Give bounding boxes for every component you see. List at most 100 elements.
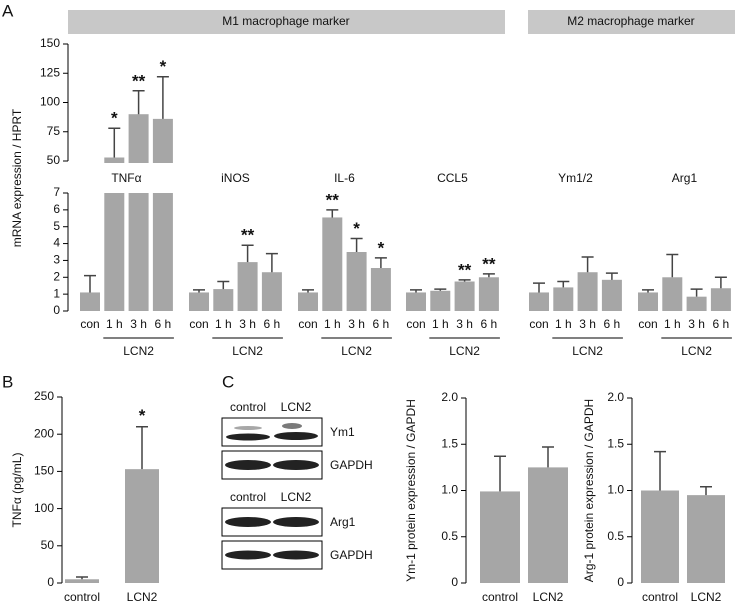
- bar: [213, 289, 234, 311]
- y-tick-label: 75: [47, 124, 61, 138]
- y-tick-label: 125: [40, 65, 60, 79]
- x-tick-label: LCN2: [691, 590, 722, 603]
- error-bar: [84, 274, 96, 293]
- y-axis-label: TNFα (pg/mL): [10, 453, 24, 528]
- x-tick-label: 6 h: [604, 317, 621, 331]
- x-tick-label: 6 h: [481, 317, 498, 331]
- x-tick-label: 3 h: [579, 317, 596, 331]
- x-tick-label: con: [638, 317, 657, 331]
- bar: [406, 292, 426, 311]
- x-tick-label: 1 h: [432, 317, 449, 331]
- error-bar: [193, 289, 205, 293]
- significance: *: [378, 238, 385, 257]
- bracket-label: LCN2: [341, 344, 372, 358]
- x-tick-label: con: [406, 317, 425, 331]
- x-tick-label: 6 h: [155, 317, 172, 331]
- bar: [298, 292, 318, 311]
- bar: [601, 279, 622, 311]
- x-tick-label: 3 h: [239, 317, 256, 331]
- header-bar: [68, 10, 505, 34]
- x-tick-label: con: [529, 317, 548, 331]
- y-tick-label: 250: [34, 389, 54, 403]
- bracket-label: LCN2: [681, 344, 712, 358]
- bar: [478, 277, 499, 311]
- y-tick-label: 2.0: [441, 390, 458, 404]
- y-tick-label: 100: [40, 95, 60, 109]
- y-tick-label: 0: [617, 575, 624, 589]
- y-tick-label: 150: [40, 36, 60, 50]
- error-bar: [700, 486, 712, 496]
- x-tick-label: 3 h: [688, 317, 705, 331]
- bar: [322, 217, 343, 311]
- x-tick-label: control: [642, 590, 678, 603]
- bar: [104, 193, 125, 311]
- significance: **: [482, 254, 496, 273]
- bar: [80, 292, 100, 311]
- x-tick-label: 1 h: [555, 317, 572, 331]
- panel-label: C: [222, 372, 234, 391]
- bar: [454, 281, 475, 311]
- x-tick-label: 3 h: [130, 317, 147, 331]
- bar: [710, 288, 731, 311]
- error-bar: [533, 282, 545, 293]
- bar: [237, 262, 258, 311]
- blot-row: Ym1: [330, 425, 355, 439]
- bar: [529, 292, 549, 311]
- bar: [662, 277, 683, 311]
- error-bar: [557, 280, 570, 288]
- blot-column: LCN2: [281, 490, 312, 504]
- y-axis-label: Ym-1 protein expression / GAPDH: [404, 399, 418, 582]
- significance: *: [139, 406, 146, 425]
- x-tick-label: control: [482, 590, 518, 603]
- y-tick-label: 2: [53, 269, 60, 283]
- error-bar: [642, 289, 654, 293]
- error-bar: [132, 90, 145, 115]
- x-tick-label: 1 h: [106, 317, 123, 331]
- bracket-label: LCN2: [572, 344, 603, 358]
- bracket-label: LCN2: [449, 344, 480, 358]
- y-tick-label: 200: [34, 426, 54, 440]
- error-bar: [374, 257, 387, 269]
- y-tick-label: 6: [53, 202, 60, 216]
- bar: [152, 118, 173, 163]
- group-label: Arg1: [672, 171, 698, 185]
- error-bar: [241, 244, 254, 263]
- x-tick-label: 6 h: [713, 317, 730, 331]
- x-tick-label: 1 h: [324, 317, 341, 331]
- error-bar: [217, 280, 230, 290]
- y-tick-label: 100: [34, 501, 54, 515]
- error-bar: [410, 289, 422, 293]
- y-tick-label: 1.0: [441, 483, 458, 497]
- group-label: iNOS: [221, 171, 250, 185]
- y-axis-label: mRNA expression / HPRT: [10, 108, 24, 247]
- y-axis-label: Arg-1 protein expression / GAPDH: [582, 399, 596, 582]
- y-tick-label: 5: [53, 219, 60, 233]
- y-tick-label: 0: [451, 575, 458, 589]
- y-tick-label: 2.0: [607, 390, 624, 404]
- bar: [104, 157, 125, 163]
- bar: [346, 252, 367, 311]
- blot-row: GAPDH: [330, 458, 373, 472]
- y-tick-label: 4: [53, 236, 60, 250]
- significance: *: [111, 109, 118, 128]
- y-tick-label: 1.5: [607, 436, 624, 450]
- significance: *: [353, 219, 360, 238]
- bar: [128, 114, 149, 163]
- error-bar: [542, 446, 554, 468]
- bar: [125, 469, 159, 583]
- x-tick-label: 3 h: [456, 317, 473, 331]
- bar: [370, 268, 391, 311]
- error-bar: [482, 273, 495, 278]
- error-bar: [458, 279, 471, 282]
- bar: [189, 292, 209, 311]
- blot-column: LCN2: [281, 400, 312, 414]
- error-bar: [494, 455, 506, 492]
- y-tick-label: 150: [34, 464, 54, 478]
- significance: **: [132, 71, 146, 90]
- error-bar: [714, 276, 727, 289]
- bar: [638, 292, 658, 311]
- group-header: M1 macrophage marker: [222, 14, 349, 28]
- y-tick-label: 0.5: [607, 529, 624, 543]
- blot-column: control: [230, 490, 266, 504]
